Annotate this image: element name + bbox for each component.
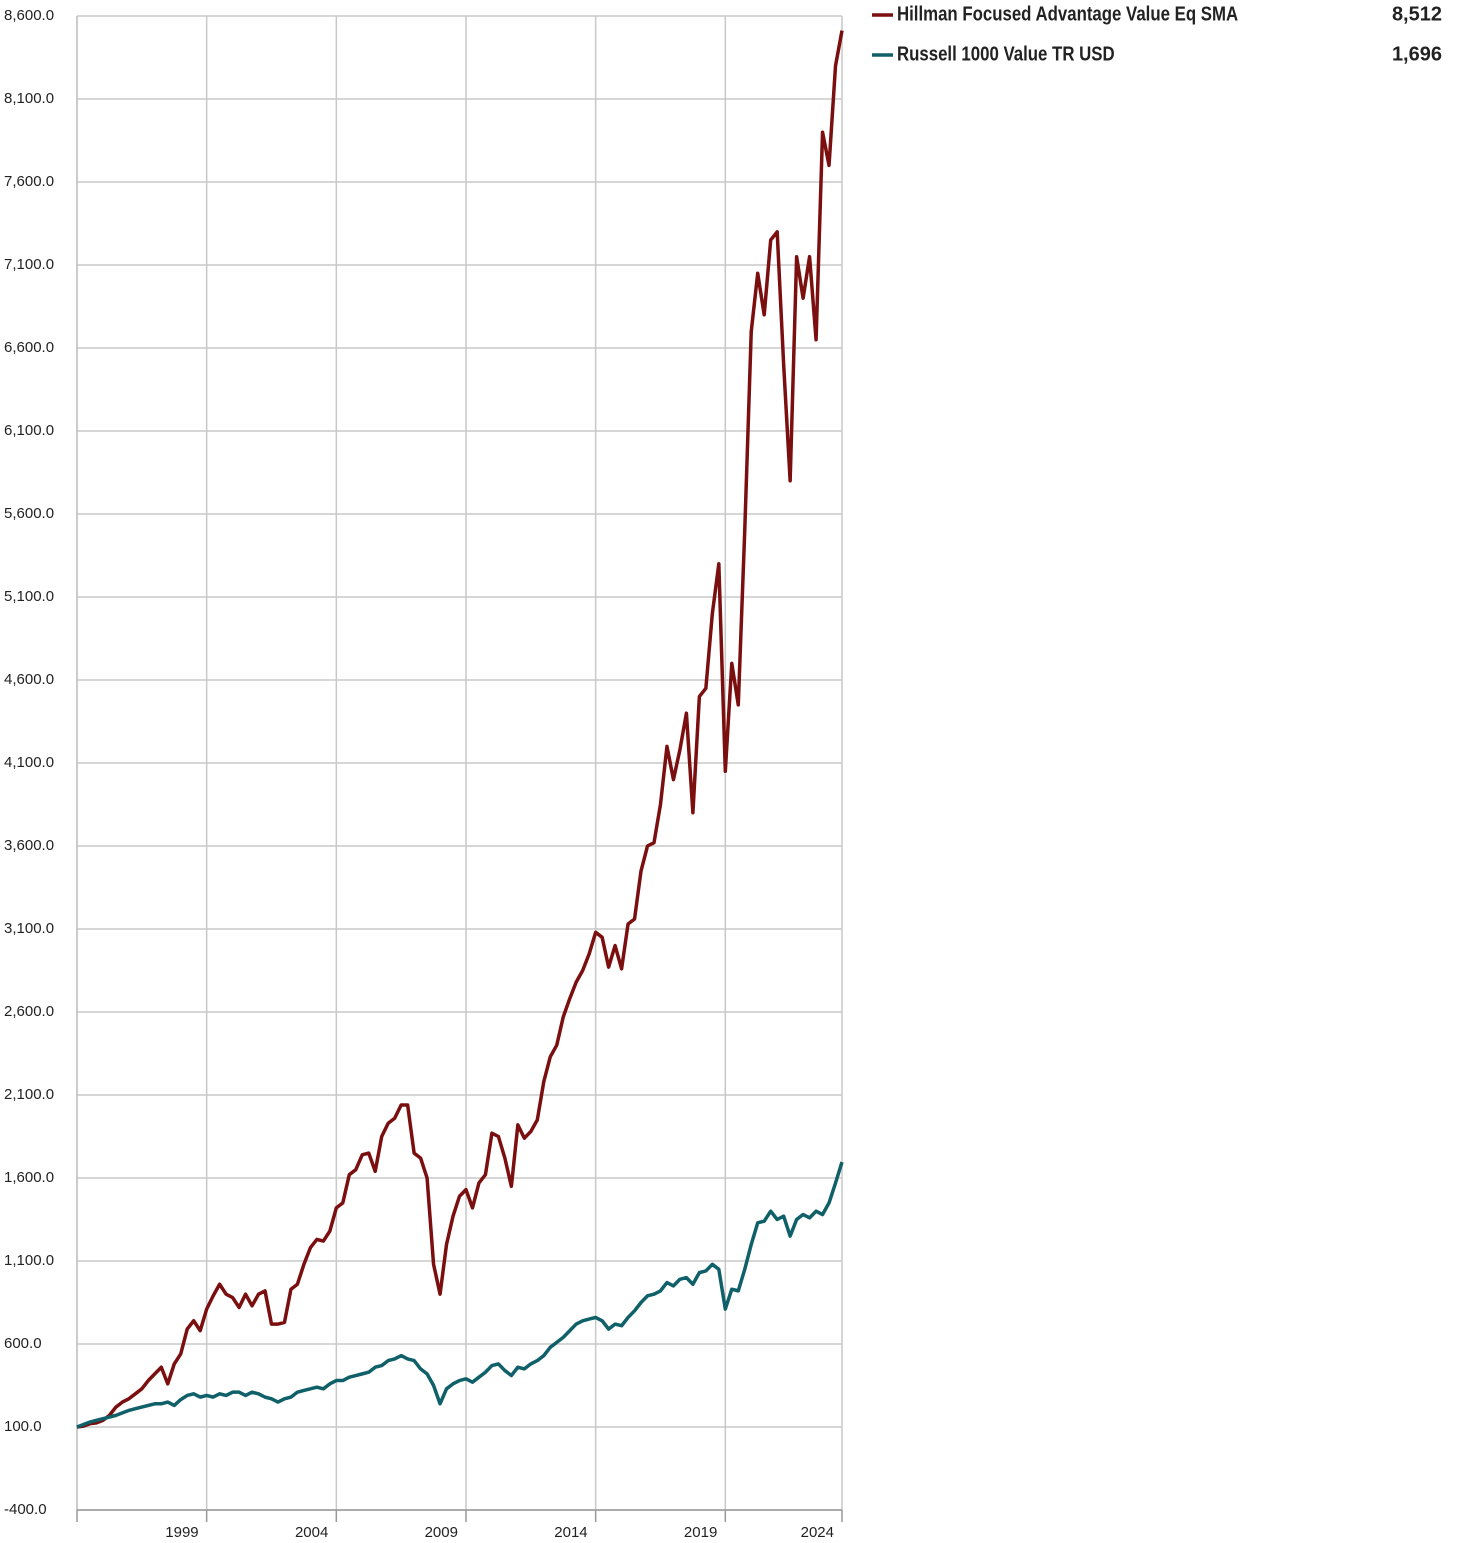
x-tick-label: 2004 (295, 1524, 328, 1541)
series-line (76, 1161, 844, 1429)
y-tick-label: 4,100.0 (4, 754, 54, 771)
x-tick-label: 2009 (425, 1524, 458, 1541)
y-tick-label: 7,100.0 (4, 256, 54, 273)
y-tick-label: 3,600.0 (4, 837, 54, 854)
y-tick-label: 2,100.0 (4, 1086, 54, 1103)
legend-label: Russell 1000 Value TR USD (897, 43, 1115, 65)
y-tick-label: 5,600.0 (4, 505, 54, 522)
y-tick-label: 6,100.0 (4, 422, 54, 439)
x-tick-label: 2019 (684, 1524, 717, 1541)
y-tick-label: 1,600.0 (4, 1169, 54, 1186)
y-tick-label: 2,600.0 (4, 1003, 54, 1020)
y-tick-label: -400.0 (4, 1501, 47, 1518)
y-tick-label: 8,100.0 (4, 90, 54, 107)
y-tick-label: 4,600.0 (4, 671, 54, 688)
y-tick-label: 600.0 (4, 1335, 42, 1352)
y-tick-label: 1,100.0 (4, 1252, 54, 1269)
y-tick-label: 5,100.0 (4, 588, 54, 605)
y-tick-label: 7,600.0 (4, 173, 54, 190)
legend-label: Hillman Focused Advantage Value Eq SMA (897, 3, 1238, 25)
y-tick-label: 100.0 (4, 1418, 42, 1435)
y-tick-label: 3,100.0 (4, 920, 54, 937)
x-tick-label: 2014 (554, 1524, 587, 1541)
series-line (76, 30, 844, 1429)
y-tick-label: 6,600.0 (4, 339, 54, 356)
x-tick-label: 1999 (165, 1524, 198, 1541)
legend-value: 1,696 (1392, 43, 1442, 65)
x-tick-label: 2024 (801, 1524, 834, 1541)
legend-value: 8,512 (1392, 3, 1442, 25)
y-tick-label: 8,600.0 (4, 7, 54, 24)
